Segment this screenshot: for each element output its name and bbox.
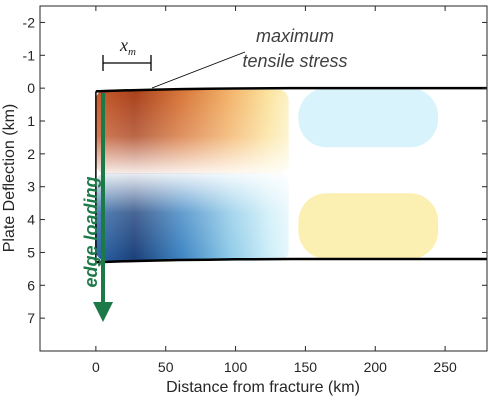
y-tick-label: 5: [27, 244, 35, 260]
x-tick-label: 150: [294, 359, 318, 375]
annotations: xm maximum tensile stress edge loading: [81, 26, 348, 322]
plate-bottom-edge: [95, 257, 487, 264]
x-axis: 0 50 100 150 200 250: [92, 6, 457, 375]
y-tick-label: 3: [27, 179, 35, 195]
y-tick-label: 7: [27, 310, 35, 326]
x-tick-label: 250: [433, 359, 457, 375]
max-stress-leader: [151, 51, 246, 89]
y-tick-label: 6: [27, 277, 35, 293]
y-tick-label: 0: [27, 80, 35, 96]
max-stress-label-1: maximum: [256, 26, 334, 46]
x-tick-label: 50: [158, 359, 174, 375]
stress-field: [95, 88, 439, 261]
stress-region-compressive-1-fade: [95, 173, 289, 261]
stress-region-tensile-0-fade: [95, 89, 289, 174]
stress-region-compressive-2: [298, 88, 439, 148]
y-tick-label: 2: [27, 146, 35, 162]
x-tick-label: 100: [224, 359, 248, 375]
y-tick-label: 1: [27, 113, 35, 129]
edge-loading-label: edge loading: [81, 176, 101, 287]
y-tick-label: 4: [27, 212, 35, 228]
stress-region-tensile-3: [298, 193, 439, 259]
x-tick-label: 0: [92, 359, 100, 375]
y-axis-label: Plate Deflection (km): [1, 104, 18, 253]
y-axis: -2 -1 0 1 2 3 4 5 6 7: [23, 14, 487, 326]
plate-edges: [95, 86, 487, 264]
plate-top-edge: [95, 86, 487, 93]
xm-label: xm: [119, 35, 136, 58]
edge-loading-arrow-head: [93, 302, 113, 322]
y-tick-label: -2: [23, 14, 36, 30]
x-tick-label: 200: [364, 359, 388, 375]
max-stress-label-2: tensile stress: [242, 51, 347, 71]
x-axis-label: Distance from fracture (km): [166, 379, 360, 396]
y-tick-label: -1: [23, 47, 36, 63]
plot-frame: [39, 5, 488, 352]
